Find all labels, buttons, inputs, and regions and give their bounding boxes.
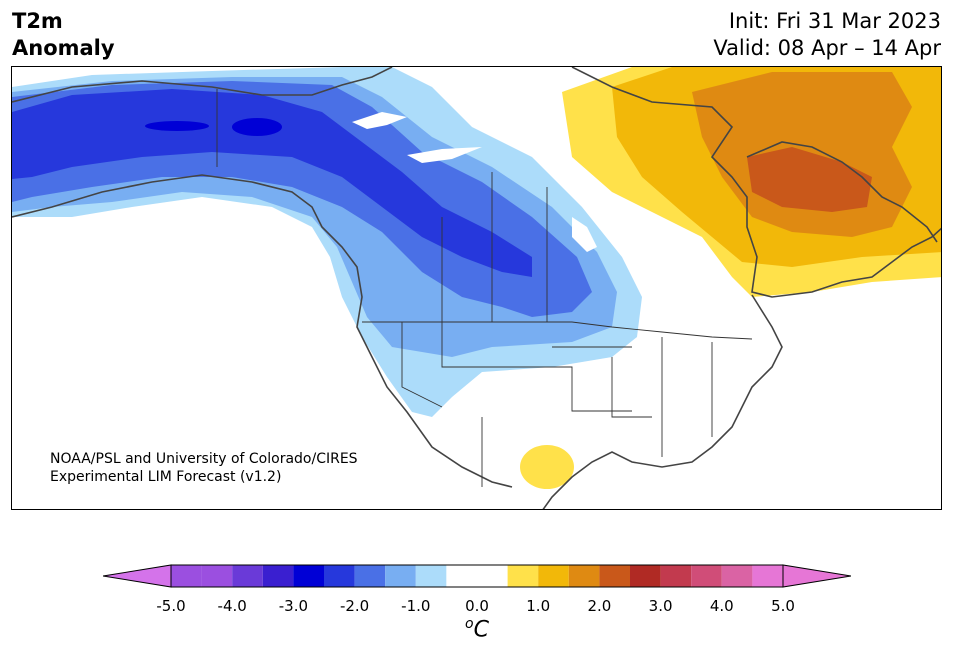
colorbar-tick-label: 4.0 xyxy=(709,597,734,615)
unit-letter: C xyxy=(473,617,489,643)
colorbar-unit: oC xyxy=(465,616,489,642)
map-title: T2m Anomaly xyxy=(12,8,115,62)
variable-title: T2m xyxy=(12,9,63,33)
colorbar-tick-label: 0.0 xyxy=(465,597,489,615)
colorbar-bin xyxy=(201,565,233,587)
coastlines xyxy=(12,67,941,509)
anomaly-core-east xyxy=(232,118,282,136)
colorbar-bin xyxy=(232,565,263,587)
credit-line-2: Experimental LIM Forecast (v1.2) xyxy=(50,469,282,485)
colorbar-bin xyxy=(293,565,324,587)
colorbar-bin xyxy=(538,565,569,587)
colorbar-tick-label: 2.0 xyxy=(587,597,612,615)
colorbar-bin xyxy=(721,565,753,587)
map-canvas xyxy=(12,67,941,509)
colorbar-bin xyxy=(630,565,661,587)
colorbar-tick-label: -3.0 xyxy=(278,597,309,615)
colorbar xyxy=(103,564,851,588)
colorbar-tick-label: -5.0 xyxy=(156,597,186,615)
colorbar-extend-max xyxy=(782,564,851,588)
colorbar-tick-label: 1.0 xyxy=(526,597,551,615)
valid-period: Valid: 08 Apr – 14 Apr xyxy=(713,36,941,60)
anomaly-zone-dark-blue xyxy=(12,89,532,277)
colorbar-bin xyxy=(415,565,447,587)
anomaly-zone-dark-orange xyxy=(747,147,872,212)
credit-line-1: NOAA/PSL and University of Colorado/CIRE… xyxy=(50,451,358,467)
colorbar-tick-label: -2.0 xyxy=(339,597,370,615)
colorbar-bin xyxy=(354,565,386,587)
lake-great-slave xyxy=(407,147,482,163)
colorbar-extend-min xyxy=(103,564,172,588)
colorbar-tick-label: -4.0 xyxy=(217,597,247,615)
colorbar-bin xyxy=(507,565,539,587)
anomaly-zone-yellow-mexico xyxy=(520,445,574,489)
forecast-dates: Init: Fri 31 Mar 2023 Valid: 08 Apr – 14… xyxy=(713,8,941,62)
colorbar-tick-label: 5.0 xyxy=(771,597,795,615)
anomaly-map: NOAA/PSL and University of Colorado/CIRE… xyxy=(11,66,942,510)
colorbar-bin xyxy=(752,565,783,587)
colorbar-bin xyxy=(446,565,508,587)
colorbar-bin xyxy=(568,565,600,587)
colorbar-outline xyxy=(170,564,784,588)
anomaly-core-west xyxy=(145,121,209,131)
colorbar-tick-label: -1.0 xyxy=(401,597,431,615)
field-title: Anomaly xyxy=(12,36,115,60)
colorbar-bin xyxy=(599,565,630,587)
political-borders xyxy=(216,89,753,487)
lake-great-bear xyxy=(352,112,407,129)
colorbar-bin xyxy=(660,565,692,587)
colorbar-bin xyxy=(324,565,355,587)
colorbar-bin xyxy=(691,565,722,587)
colorbar-bin xyxy=(262,565,294,587)
colorbar-tick-label: 3.0 xyxy=(648,597,673,615)
colorbar-bin xyxy=(385,565,416,587)
colorbar-bin xyxy=(171,565,202,587)
credit-text: NOAA/PSL and University of Colorado/CIRE… xyxy=(50,450,358,486)
unit-degree: o xyxy=(465,616,474,632)
colorbar-bins xyxy=(171,565,783,587)
lake-winnipeg xyxy=(572,217,597,252)
init-date: Init: Fri 31 Mar 2023 xyxy=(728,9,941,33)
